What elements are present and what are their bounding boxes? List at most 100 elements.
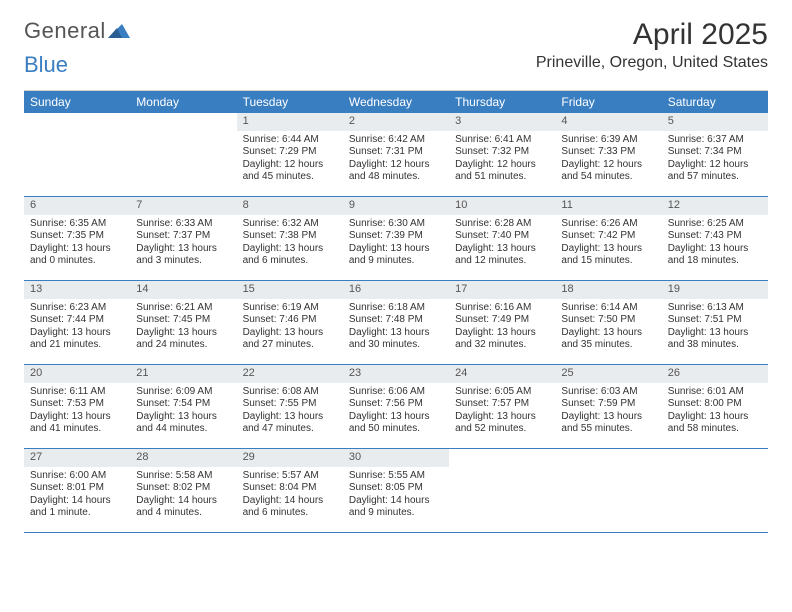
sunrise-text: Sunrise: 6:13 AM bbox=[668, 302, 762, 315]
sunrise-text: Sunrise: 6:39 AM bbox=[561, 134, 655, 147]
sunset-text: Sunset: 7:56 PM bbox=[349, 398, 443, 411]
sunset-text: Sunset: 7:48 PM bbox=[349, 314, 443, 327]
day-cell: 22Sunrise: 6:08 AMSunset: 7:55 PMDayligh… bbox=[237, 365, 343, 449]
day-header: Wednesday bbox=[343, 91, 449, 113]
day-content: Sunrise: 6:39 AMSunset: 7:33 PMDaylight:… bbox=[555, 131, 661, 188]
daylight-text: Daylight: 13 hours and 58 minutes. bbox=[668, 411, 762, 436]
day-header: Tuesday bbox=[237, 91, 343, 113]
sunset-text: Sunset: 8:02 PM bbox=[136, 482, 230, 495]
sunset-text: Sunset: 7:40 PM bbox=[455, 230, 549, 243]
day-number: 9 bbox=[343, 197, 449, 215]
daylight-text: Daylight: 12 hours and 45 minutes. bbox=[243, 159, 337, 184]
sunrise-text: Sunrise: 6:41 AM bbox=[455, 134, 549, 147]
day-number: 5 bbox=[662, 113, 768, 131]
sunset-text: Sunset: 7:49 PM bbox=[455, 314, 549, 327]
daylight-text: Daylight: 13 hours and 47 minutes. bbox=[243, 411, 337, 436]
day-cell: 20Sunrise: 6:11 AMSunset: 7:53 PMDayligh… bbox=[24, 365, 130, 449]
daylight-text: Daylight: 13 hours and 21 minutes. bbox=[30, 327, 124, 352]
sunset-text: Sunset: 7:55 PM bbox=[243, 398, 337, 411]
day-number: 22 bbox=[237, 365, 343, 383]
sunset-text: Sunset: 7:42 PM bbox=[561, 230, 655, 243]
sunset-text: Sunset: 7:29 PM bbox=[243, 146, 337, 159]
day-number: 30 bbox=[343, 449, 449, 467]
day-cell: 10Sunrise: 6:28 AMSunset: 7:40 PMDayligh… bbox=[449, 197, 555, 281]
sunrise-text: Sunrise: 6:42 AM bbox=[349, 134, 443, 147]
empty-cell bbox=[130, 113, 236, 197]
day-header: Friday bbox=[555, 91, 661, 113]
day-content: Sunrise: 6:01 AMSunset: 8:00 PMDaylight:… bbox=[662, 383, 768, 440]
daylight-text: Daylight: 13 hours and 35 minutes. bbox=[561, 327, 655, 352]
sunrise-text: Sunrise: 6:44 AM bbox=[243, 134, 337, 147]
day-number: 15 bbox=[237, 281, 343, 299]
day-content: Sunrise: 6:42 AMSunset: 7:31 PMDaylight:… bbox=[343, 131, 449, 188]
empty-cell bbox=[662, 449, 768, 533]
day-number: 10 bbox=[449, 197, 555, 215]
sunrise-text: Sunrise: 6:11 AM bbox=[30, 386, 124, 399]
sunset-text: Sunset: 8:00 PM bbox=[668, 398, 762, 411]
daylight-text: Daylight: 13 hours and 27 minutes. bbox=[243, 327, 337, 352]
daylight-text: Daylight: 13 hours and 6 minutes. bbox=[243, 243, 337, 268]
empty-cell bbox=[555, 449, 661, 533]
day-cell: 1Sunrise: 6:44 AMSunset: 7:29 PMDaylight… bbox=[237, 113, 343, 197]
day-number: 14 bbox=[130, 281, 236, 299]
day-cell: 7Sunrise: 6:33 AMSunset: 7:37 PMDaylight… bbox=[130, 197, 236, 281]
sunset-text: Sunset: 7:54 PM bbox=[136, 398, 230, 411]
sunrise-text: Sunrise: 6:28 AM bbox=[455, 218, 549, 231]
sunset-text: Sunset: 7:53 PM bbox=[30, 398, 124, 411]
logo-text-general: General bbox=[24, 18, 106, 44]
daylight-text: Daylight: 13 hours and 18 minutes. bbox=[668, 243, 762, 268]
sunset-text: Sunset: 7:39 PM bbox=[349, 230, 443, 243]
sunrise-text: Sunrise: 6:23 AM bbox=[30, 302, 124, 315]
daylight-text: Daylight: 13 hours and 38 minutes. bbox=[668, 327, 762, 352]
daylight-text: Daylight: 13 hours and 52 minutes. bbox=[455, 411, 549, 436]
sunrise-text: Sunrise: 5:57 AM bbox=[243, 470, 337, 483]
month-title: April 2025 bbox=[536, 18, 768, 52]
daylight-text: Daylight: 13 hours and 30 minutes. bbox=[349, 327, 443, 352]
day-content: Sunrise: 6:08 AMSunset: 7:55 PMDaylight:… bbox=[237, 383, 343, 440]
sunset-text: Sunset: 7:37 PM bbox=[136, 230, 230, 243]
daylight-text: Daylight: 13 hours and 55 minutes. bbox=[561, 411, 655, 436]
sunrise-text: Sunrise: 6:32 AM bbox=[243, 218, 337, 231]
day-number: 23 bbox=[343, 365, 449, 383]
sunrise-text: Sunrise: 6:35 AM bbox=[30, 218, 124, 231]
day-content: Sunrise: 6:30 AMSunset: 7:39 PMDaylight:… bbox=[343, 215, 449, 272]
sunrise-text: Sunrise: 6:26 AM bbox=[561, 218, 655, 231]
daylight-text: Daylight: 13 hours and 9 minutes. bbox=[349, 243, 443, 268]
day-number: 27 bbox=[24, 449, 130, 467]
sunset-text: Sunset: 7:44 PM bbox=[30, 314, 124, 327]
sunrise-text: Sunrise: 5:55 AM bbox=[349, 470, 443, 483]
day-number: 4 bbox=[555, 113, 661, 131]
day-content: Sunrise: 6:03 AMSunset: 7:59 PMDaylight:… bbox=[555, 383, 661, 440]
sunset-text: Sunset: 7:51 PM bbox=[668, 314, 762, 327]
daylight-text: Daylight: 14 hours and 9 minutes. bbox=[349, 495, 443, 520]
sunset-text: Sunset: 7:57 PM bbox=[455, 398, 549, 411]
daylight-text: Daylight: 13 hours and 44 minutes. bbox=[136, 411, 230, 436]
day-cell: 18Sunrise: 6:14 AMSunset: 7:50 PMDayligh… bbox=[555, 281, 661, 365]
day-header: Saturday bbox=[662, 91, 768, 113]
sunset-text: Sunset: 7:43 PM bbox=[668, 230, 762, 243]
sunset-text: Sunset: 8:05 PM bbox=[349, 482, 443, 495]
daylight-text: Daylight: 14 hours and 6 minutes. bbox=[243, 495, 337, 520]
sunset-text: Sunset: 7:31 PM bbox=[349, 146, 443, 159]
day-number: 25 bbox=[555, 365, 661, 383]
day-cell: 29Sunrise: 5:57 AMSunset: 8:04 PMDayligh… bbox=[237, 449, 343, 533]
day-content: Sunrise: 6:19 AMSunset: 7:46 PMDaylight:… bbox=[237, 299, 343, 356]
day-number: 29 bbox=[237, 449, 343, 467]
day-header: Thursday bbox=[449, 91, 555, 113]
day-cell: 21Sunrise: 6:09 AMSunset: 7:54 PMDayligh… bbox=[130, 365, 236, 449]
sunrise-text: Sunrise: 6:00 AM bbox=[30, 470, 124, 483]
day-cell: 2Sunrise: 6:42 AMSunset: 7:31 PMDaylight… bbox=[343, 113, 449, 197]
day-number: 16 bbox=[343, 281, 449, 299]
logo-mark-icon bbox=[108, 18, 130, 44]
day-content: Sunrise: 6:18 AMSunset: 7:48 PMDaylight:… bbox=[343, 299, 449, 356]
sunrise-text: Sunrise: 6:19 AM bbox=[243, 302, 337, 315]
day-content: Sunrise: 6:25 AMSunset: 7:43 PMDaylight:… bbox=[662, 215, 768, 272]
sunset-text: Sunset: 7:59 PM bbox=[561, 398, 655, 411]
day-cell: 11Sunrise: 6:26 AMSunset: 7:42 PMDayligh… bbox=[555, 197, 661, 281]
day-content: Sunrise: 6:06 AMSunset: 7:56 PMDaylight:… bbox=[343, 383, 449, 440]
day-content: Sunrise: 5:58 AMSunset: 8:02 PMDaylight:… bbox=[130, 467, 236, 524]
day-cell: 27Sunrise: 6:00 AMSunset: 8:01 PMDayligh… bbox=[24, 449, 130, 533]
sunrise-text: Sunrise: 6:01 AM bbox=[668, 386, 762, 399]
day-cell: 25Sunrise: 6:03 AMSunset: 7:59 PMDayligh… bbox=[555, 365, 661, 449]
day-number: 18 bbox=[555, 281, 661, 299]
